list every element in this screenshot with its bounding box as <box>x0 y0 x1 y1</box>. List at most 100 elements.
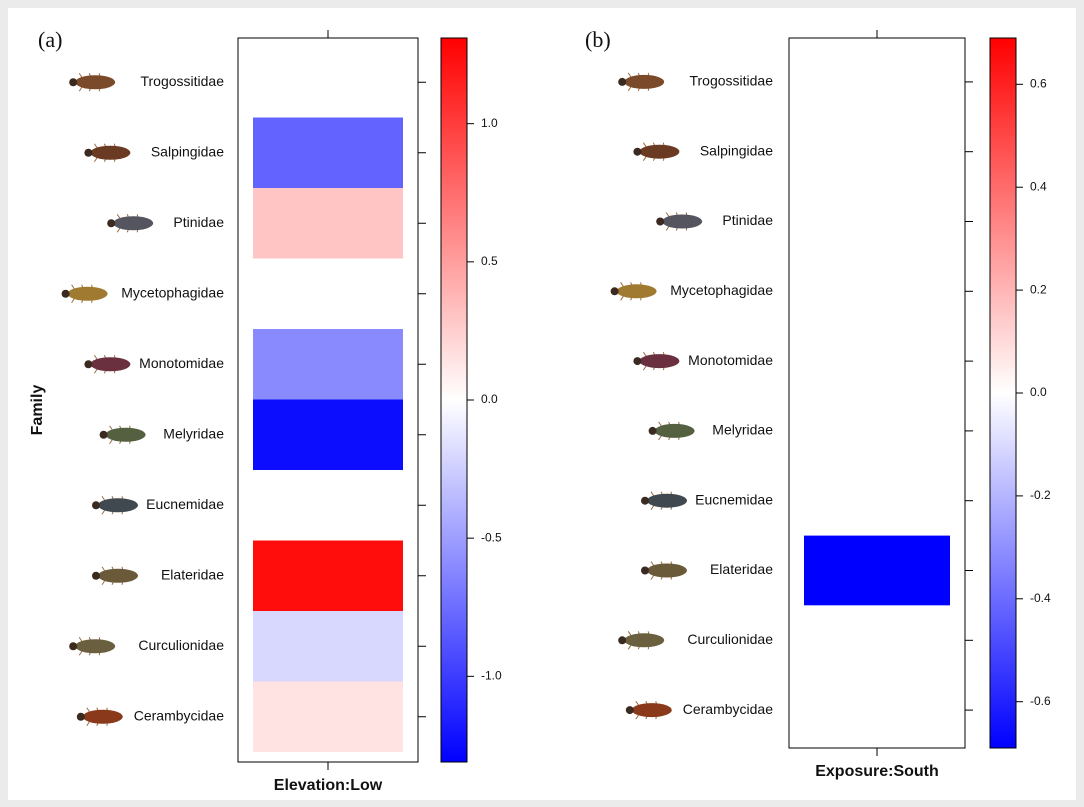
colorbar-tick-label: 0.2 <box>1030 282 1047 296</box>
heatmap-cell <box>253 470 403 541</box>
category-label: Mycetophagidae <box>121 284 224 300</box>
heatmap-panel: Trogossitidae Salpingidae Ptinidae Mycetoph… <box>29 27 502 794</box>
category-label: Elateridae <box>161 566 224 582</box>
category-label: Monotomidae <box>688 352 773 368</box>
heatmap-cell <box>804 256 950 327</box>
heatmap-cell <box>804 465 950 536</box>
beetle-head <box>641 566 649 575</box>
beetle-head <box>69 78 78 87</box>
heatmap-panel: Trogossitidae Salpingidae Ptinidae Mycetoph… <box>585 27 1051 780</box>
heatmap-cell <box>253 47 403 118</box>
beetle-body <box>75 639 116 654</box>
heatmap-cell <box>253 681 403 752</box>
beetle-body <box>75 75 116 90</box>
category-label: Trogossitidae <box>689 73 773 89</box>
colorbar-tick-label: -0.5 <box>481 530 502 544</box>
heatmap-cell <box>253 117 403 188</box>
beetle-body <box>654 423 695 438</box>
beetle-body <box>98 498 138 513</box>
category-label: Monotomidae <box>139 355 224 371</box>
x-axis-label: Elevation:Low <box>274 777 383 794</box>
category-label: Ptinidae <box>722 212 773 228</box>
beetle-head <box>69 642 78 651</box>
colorbar-tick-label: 0.0 <box>1030 385 1047 399</box>
category-label: Mycetophagidae <box>670 282 773 298</box>
beetle-head <box>76 712 85 721</box>
heatmap-cell <box>253 399 403 470</box>
colorbar-tick-label: -0.4 <box>1030 591 1051 605</box>
heatmap-cell <box>804 396 950 466</box>
beetle-body <box>662 214 703 229</box>
beetle-head <box>618 636 627 645</box>
colorbar <box>989 37 1017 749</box>
beetle-head <box>618 77 627 86</box>
beetle-body <box>90 357 131 372</box>
colorbar-tick-label: 0.5 <box>481 254 498 268</box>
panel-label: (a) <box>38 27 62 52</box>
heatmap-cell <box>253 188 403 259</box>
beetle-body <box>647 563 687 578</box>
heatmap-cell <box>253 540 403 611</box>
heatmap-cell <box>804 116 950 187</box>
category-label: Cerambycidae <box>134 707 224 723</box>
category-label: Curculionidae <box>138 637 224 653</box>
colorbar-tick-label: 0.4 <box>1030 179 1047 193</box>
colorbar-tick-label: -0.2 <box>1030 488 1051 502</box>
category-label: Melyridae <box>163 425 224 441</box>
beetle-body <box>98 568 138 583</box>
beetle-head <box>656 217 665 226</box>
category-label: Eucnemidae <box>695 491 773 507</box>
beetle-head <box>648 426 657 435</box>
heatmap-cell <box>804 47 950 117</box>
beetle-body <box>616 284 657 299</box>
heatmap-cell <box>253 258 403 329</box>
category-label: Trogossitidae <box>140 73 224 89</box>
beetle-body <box>639 144 680 159</box>
beetle-head <box>633 147 642 156</box>
beetle-body <box>90 145 131 160</box>
beetle-head <box>99 430 108 439</box>
beetle-head <box>92 501 100 510</box>
category-label: Salpingidae <box>700 142 773 158</box>
beetle-body <box>105 427 146 442</box>
colorbar <box>440 37 468 763</box>
beetle-head <box>84 148 93 157</box>
category-label: Eucnemidae <box>146 496 224 512</box>
beetle-body <box>647 493 687 508</box>
beetle-head <box>641 496 649 505</box>
category-label: Cerambycidae <box>683 701 773 717</box>
category-label: Salpingidae <box>151 143 224 159</box>
y-axis-label: Family <box>29 385 46 436</box>
heatmap-cell <box>804 186 950 257</box>
beetle-body <box>67 286 108 301</box>
beetle-body <box>113 216 154 231</box>
heatmap-cell <box>804 535 950 606</box>
beetle-head <box>610 287 619 296</box>
colorbar-tick-label: 0.0 <box>481 392 498 406</box>
beetle-head <box>107 219 116 228</box>
heatmap-cell <box>253 329 403 400</box>
beetle-head <box>84 360 93 369</box>
colorbar-tick-label: -1.0 <box>481 669 502 683</box>
heatmap-cell <box>804 675 950 745</box>
beetle-head <box>625 706 634 715</box>
beetle-head <box>92 571 100 580</box>
beetle-body <box>631 703 672 718</box>
heatmap-cell <box>253 611 403 682</box>
category-label: Melyridae <box>712 422 773 438</box>
colorbar-tick-label: 1.0 <box>481 116 498 130</box>
beetle-body <box>624 633 665 648</box>
x-axis-label: Exposure:South <box>815 763 939 780</box>
beetle-head <box>61 289 70 298</box>
heatmap-cell <box>804 605 950 676</box>
category-label: Elateridae <box>710 561 773 577</box>
colorbar-tick-label: -0.6 <box>1030 694 1051 708</box>
beetle-body <box>624 74 665 89</box>
beetle-body <box>82 709 123 724</box>
beetle-head <box>633 357 642 366</box>
panel-label: (b) <box>585 27 611 52</box>
beetle-body <box>639 354 680 369</box>
category-label: Ptinidae <box>173 214 224 230</box>
colorbar-tick-label: 0.6 <box>1030 76 1047 90</box>
